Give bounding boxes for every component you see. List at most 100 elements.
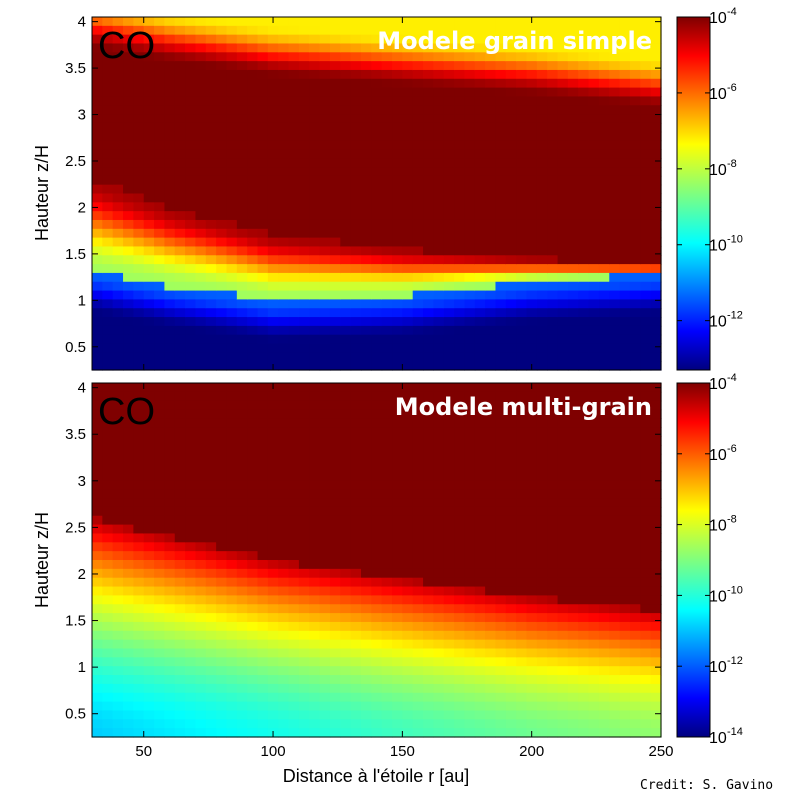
heatmap-cell (257, 299, 269, 309)
heatmap-cell (629, 533, 641, 543)
colorbar-tick-label: 10 (709, 162, 727, 179)
heatmap-cell (423, 219, 434, 230)
heatmap-cell (495, 621, 507, 632)
heatmap-cell (350, 630, 362, 641)
heatmap-cell (267, 131, 279, 142)
heatmap-cell (526, 515, 538, 526)
heatmap-cell (288, 131, 300, 142)
heatmap-cell (112, 167, 124, 177)
heatmap-cell (433, 175, 445, 186)
heatmap-cell (205, 105, 217, 115)
heatmap-cell (433, 264, 445, 274)
heatmap-cell (516, 444, 528, 455)
heatmap-cell (485, 52, 497, 62)
heatmap-cell (547, 586, 559, 596)
heatmap-cell (650, 308, 662, 318)
heatmap-cell (236, 683, 248, 694)
heatmap-cell (195, 639, 207, 650)
heatmap-cell (257, 551, 269, 561)
heatmap-cell (143, 551, 155, 561)
heatmap-cell (340, 533, 352, 543)
heatmap-cell (319, 710, 331, 720)
heatmap-cell (402, 343, 414, 353)
heatmap-cell (143, 175, 155, 186)
heatmap-cell (329, 630, 341, 641)
heatmap-cell (371, 193, 383, 203)
heatmap-cell (288, 542, 300, 552)
heatmap-cell (526, 281, 538, 292)
heatmap-cell (650, 480, 662, 490)
heatmap-cell (619, 675, 631, 685)
heatmap-cell (154, 533, 166, 543)
heatmap-cell (267, 595, 279, 605)
heatmap-cell (412, 25, 424, 36)
heatmap-cell (92, 25, 103, 36)
heatmap-cell (350, 604, 362, 614)
heatmap-cell (598, 595, 610, 605)
heatmap-cell (640, 211, 652, 221)
heatmap-cell (536, 219, 548, 230)
heatmap-cell (112, 34, 124, 45)
heatmap-cell (102, 96, 114, 106)
heatmap-cell (123, 343, 134, 353)
heatmap-cell (609, 436, 621, 446)
heatmap-cell (526, 683, 538, 694)
heatmap-cell (236, 436, 248, 446)
heatmap-cell (102, 131, 114, 142)
heatmap-cell (205, 25, 217, 36)
plot-frame (91, 16, 662, 371)
heatmap-cell (464, 17, 476, 27)
heatmap-cell (433, 299, 445, 309)
heatmap-cell (185, 409, 197, 419)
heatmap-cell (216, 568, 228, 579)
heatmap-cell (547, 728, 559, 738)
heatmap-cell (433, 219, 445, 230)
heatmap-cell (567, 69, 579, 80)
heatmap-cell (619, 427, 631, 437)
heatmap-cell (174, 692, 186, 703)
heatmap-cell (143, 105, 155, 115)
heatmap-cell (454, 52, 466, 62)
heatmap-cell (216, 122, 228, 133)
heatmap-cell (650, 630, 662, 641)
heatmap-cell (381, 542, 393, 552)
heatmap-cell (226, 202, 238, 212)
colorbar-tick-label: 10 (709, 314, 727, 331)
heatmap-cell (505, 361, 517, 371)
heatmap-cell (650, 542, 662, 552)
heatmap-cell (143, 471, 155, 481)
heatmap-cell (578, 299, 590, 309)
heatmap-cell (92, 462, 103, 473)
heatmap-cell (185, 308, 197, 318)
heatmap-cell (536, 400, 548, 411)
heatmap-cell (123, 683, 134, 694)
heatmap-cell (267, 290, 279, 300)
heatmap-cell (288, 489, 300, 499)
heatmap-cell (536, 586, 548, 596)
heatmap-cell (516, 219, 528, 230)
heatmap-cell (102, 621, 114, 632)
heatmap-cell (547, 87, 559, 98)
heatmap-cell (547, 498, 559, 508)
heatmap-cell (340, 149, 352, 159)
heatmap-cell (174, 308, 186, 318)
heatmap-cell (174, 317, 186, 327)
heatmap-cell (392, 96, 403, 106)
heatmap-cell (247, 34, 259, 45)
heatmap-cell (640, 462, 652, 473)
heatmap-cell (392, 34, 403, 45)
heatmap-cell (92, 334, 103, 345)
heatmap-cell (92, 352, 103, 362)
heatmap-cell (236, 255, 248, 265)
heatmap-cell (423, 78, 434, 89)
heatmap-cell (640, 444, 652, 455)
heatmap-cell (392, 272, 403, 283)
heatmap-cell (92, 219, 103, 230)
heatmap-cell (640, 246, 652, 256)
heatmap-cell (433, 595, 445, 605)
heatmap-cell (495, 105, 507, 115)
heatmap-cell (371, 167, 383, 177)
heatmap-cell (164, 281, 176, 292)
heatmap-cell (123, 255, 134, 265)
heatmap-cell (298, 533, 310, 543)
